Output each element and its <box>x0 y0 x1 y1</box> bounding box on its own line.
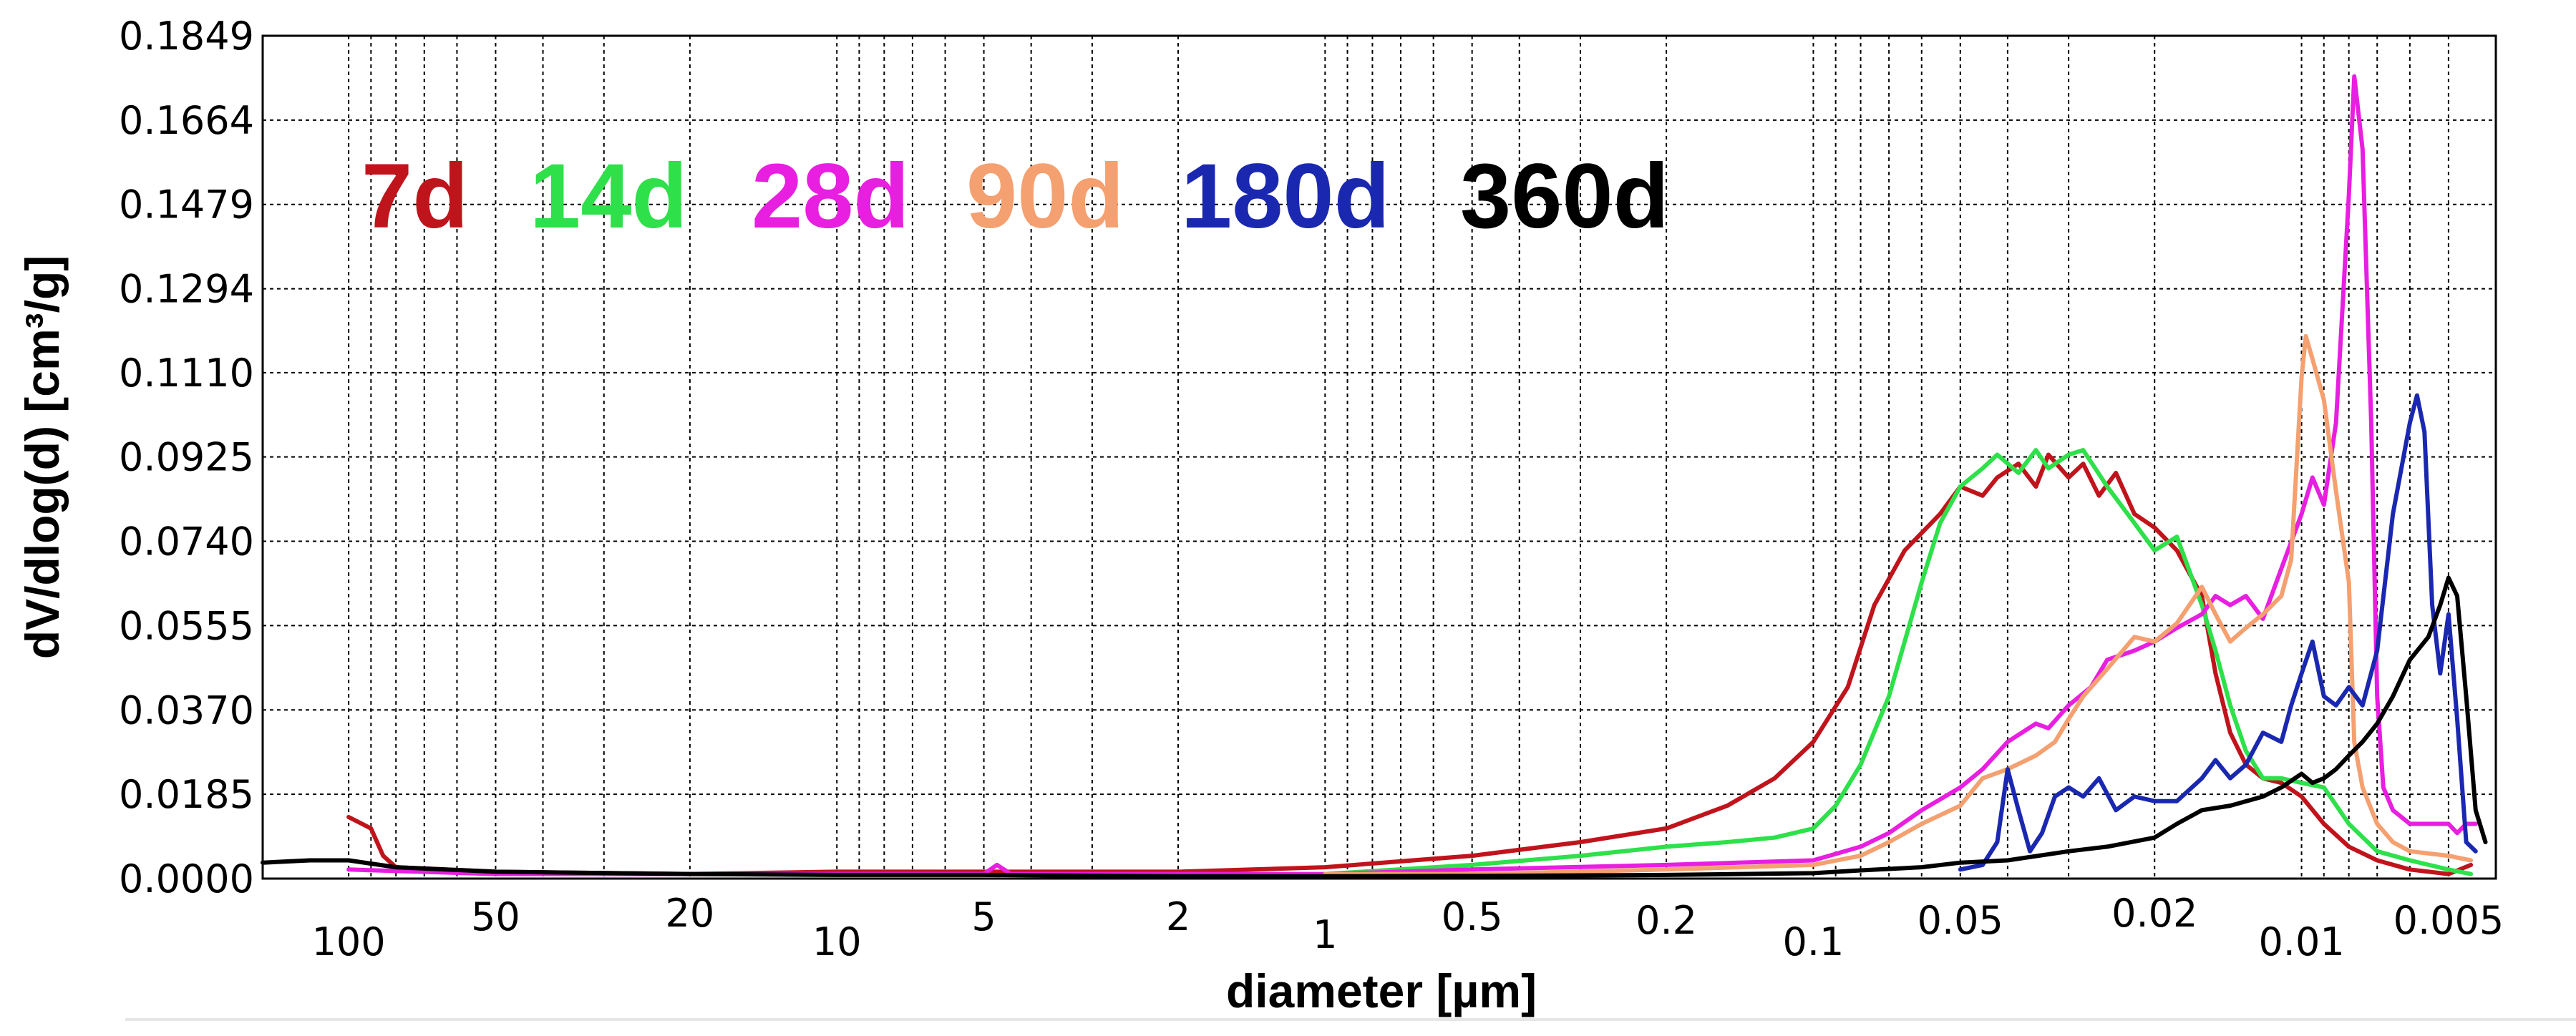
y-tick-label: 0.0555 <box>119 603 254 648</box>
series-line-180d <box>1958 393 2478 872</box>
series-lines <box>261 74 2488 879</box>
x-tick-label: 0.005 <box>2393 898 2504 943</box>
y-tick-label: 0.1110 <box>119 351 254 396</box>
legend-item-14d: 14d <box>530 145 688 248</box>
x-tick-label: 5 <box>971 894 996 939</box>
y-tick-label: 0.0185 <box>119 772 254 817</box>
x-tick-label: 0.1 <box>1783 919 1844 964</box>
y-tick-label: 0.1664 <box>119 98 254 143</box>
plot-frame <box>261 34 2497 880</box>
x-tick-label: 0.01 <box>2258 919 2344 964</box>
x-tick-label: 0.05 <box>1918 898 2003 943</box>
x-tick-label: 0.5 <box>1442 894 1503 939</box>
x-tick-label: 0.2 <box>1635 898 1697 943</box>
x-tick-label: 0.02 <box>2111 891 2197 936</box>
x-tick-label: 10 <box>812 919 862 964</box>
legend: 7d 14d 28d 90d 180d 360d <box>361 145 1669 248</box>
y-tick-label: 0.0370 <box>119 688 254 733</box>
y-tick-label: 0.1294 <box>119 267 254 312</box>
legend-item-90d: 90d <box>966 145 1124 248</box>
y-axis-title: dV/dlog(d) [cm³/g] <box>16 255 69 660</box>
y-tick-label: 0.0740 <box>119 519 254 565</box>
y-tick-label: 0.1849 <box>119 14 254 59</box>
x-tick-label: 20 <box>666 891 715 936</box>
x-tick-label: 2 <box>1166 894 1190 939</box>
series-line-90d <box>1323 333 2474 876</box>
y-tick-label: 0.0000 <box>119 856 254 901</box>
legend-item-7d: 7d <box>361 145 468 248</box>
y-tick-label: 0.0925 <box>119 435 254 480</box>
x-tick-label: 1 <box>1313 912 1337 957</box>
x-tick-label: 50 <box>471 894 520 939</box>
series-line-14d <box>1323 448 2474 876</box>
y-axis-ticks: 0.0000 0.0185 0.0370 0.0555 0.0740 0.0925 0.11… <box>119 14 254 901</box>
x-axis-title: diameter [µm] <box>1226 964 1537 1017</box>
legend-item-180d: 180d <box>1181 145 1390 248</box>
series-line-7d <box>346 452 2474 876</box>
x-axis-ticks: 100 50 20 10 5 2 1 0.5 0.2 0.1 0.05 0.02 0.01 0.005 <box>312 891 2504 964</box>
legend-item-28d: 28d <box>752 145 910 248</box>
legend-item-360d: 360d <box>1460 145 1669 248</box>
series-line-360d <box>261 575 2488 879</box>
x-tick-label: 100 <box>312 919 386 964</box>
y-tick-label: 0.1479 <box>119 182 254 228</box>
